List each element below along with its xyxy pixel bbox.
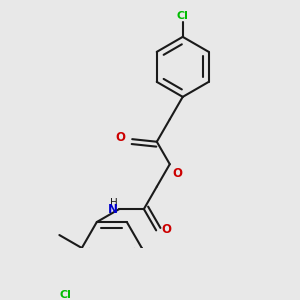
Text: Cl: Cl [177, 11, 189, 21]
Text: H: H [110, 198, 118, 208]
Text: N: N [108, 202, 118, 216]
Text: O: O [116, 131, 125, 144]
Text: Cl: Cl [60, 290, 72, 300]
Text: O: O [162, 223, 172, 236]
Text: O: O [172, 167, 182, 180]
